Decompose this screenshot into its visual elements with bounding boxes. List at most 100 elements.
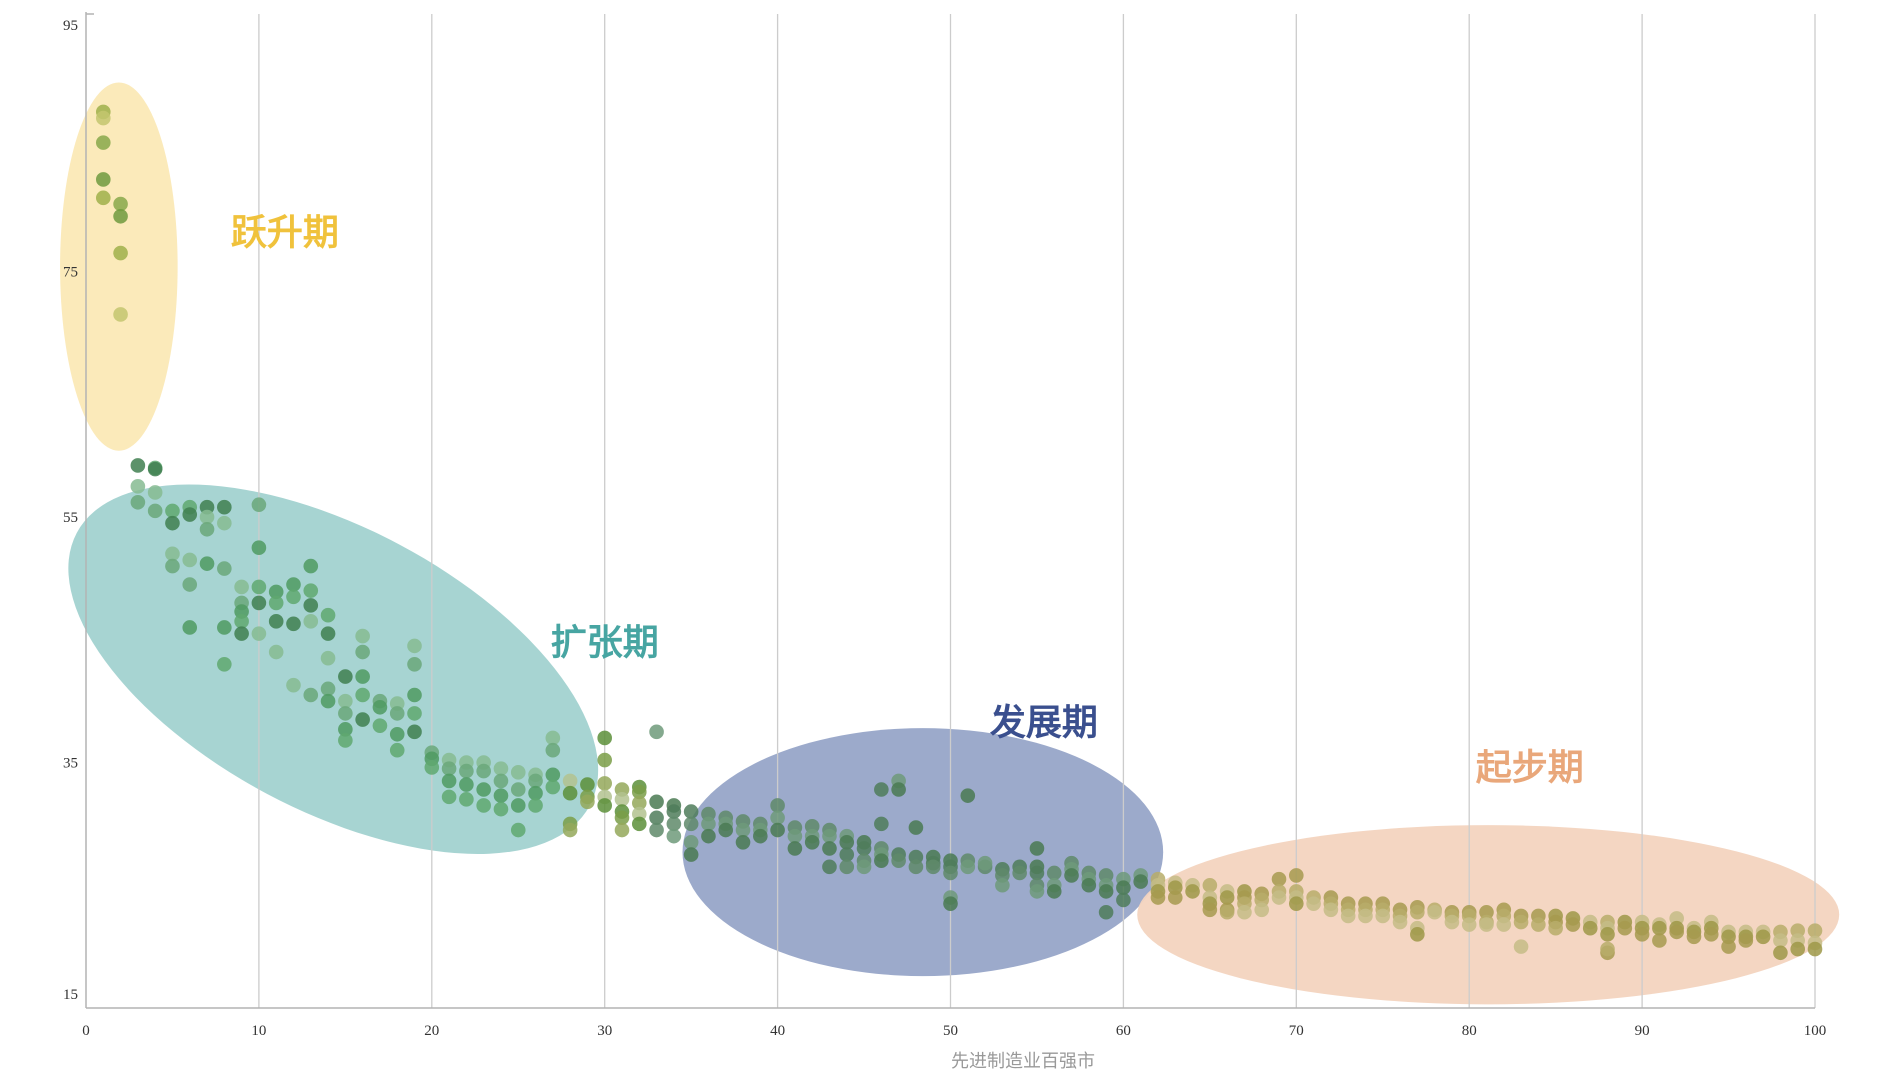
- data-point: [804, 834, 820, 850]
- data-point: [389, 706, 405, 721]
- data-point: [977, 855, 993, 871]
- data-point: [960, 859, 976, 875]
- data-point: [95, 110, 111, 126]
- data-point: [320, 681, 336, 697]
- data-point: [338, 669, 353, 684]
- x-tick-label: 80: [1462, 1023, 1477, 1039]
- data-point: [943, 896, 958, 911]
- data-point: [631, 816, 647, 832]
- data-point: [407, 706, 422, 721]
- data-point: [113, 307, 128, 322]
- data-point: [649, 794, 664, 810]
- data-point: [251, 540, 267, 555]
- data-point: [891, 782, 906, 797]
- data-point: [1150, 890, 1166, 905]
- data-point: [580, 794, 595, 810]
- phase-label-3: 发展期: [990, 702, 1098, 743]
- data-point: [1116, 880, 1131, 896]
- data-point: [1219, 890, 1235, 905]
- data-point: [355, 644, 370, 660]
- y-tick-label: 35: [63, 756, 78, 772]
- data-point: [407, 657, 422, 672]
- x-tick-label: 20: [424, 1023, 439, 1039]
- data-point: [355, 628, 370, 644]
- data-point: [822, 841, 837, 856]
- data-point: [649, 822, 664, 838]
- data-point: [528, 785, 543, 801]
- data-point: [1773, 945, 1788, 961]
- phase-label-1: 跃升期: [231, 212, 339, 253]
- phase-region-2: [68, 484, 599, 854]
- data-point: [510, 822, 526, 838]
- data-point: [1617, 920, 1633, 936]
- data-point: [683, 847, 699, 862]
- data-point: [545, 730, 561, 746]
- data-point: [1790, 941, 1806, 957]
- data-point: [1513, 939, 1529, 954]
- data-point: [1358, 908, 1373, 924]
- data-point: [459, 792, 474, 807]
- data-point: [528, 798, 543, 813]
- data-point: [95, 190, 111, 206]
- data-point: [199, 556, 215, 571]
- data-point: [1392, 914, 1408, 930]
- data-point: [355, 687, 370, 703]
- data-point: [217, 499, 232, 515]
- data-point: [199, 509, 215, 525]
- data-point: [597, 798, 612, 813]
- data-point: [1237, 904, 1252, 920]
- data-point: [528, 773, 543, 789]
- data-point: [355, 669, 370, 684]
- data-point: [1185, 884, 1200, 899]
- data-point: [1202, 902, 1218, 918]
- data-point: [580, 777, 595, 792]
- vertical-gridlines: [258, 14, 1816, 1008]
- data-point: [597, 752, 612, 768]
- data-point: [683, 834, 699, 850]
- data-point: [372, 699, 388, 715]
- data-point: [1046, 884, 1062, 899]
- data-point: [1098, 904, 1114, 920]
- data-point: [320, 626, 336, 641]
- data-point: [95, 135, 111, 150]
- data-point: [787, 841, 803, 856]
- data-points: [95, 104, 1823, 961]
- phase-label-4: 起步期: [1476, 748, 1584, 789]
- data-point: [1202, 877, 1218, 893]
- data-point: [1064, 868, 1079, 883]
- data-point: [355, 712, 370, 727]
- x-tick-label: 100: [1804, 1023, 1827, 1039]
- data-point: [735, 822, 751, 838]
- data-point: [459, 763, 474, 779]
- data-point: [597, 776, 612, 791]
- x-tick-label: 30: [597, 1023, 612, 1039]
- x-tick-label: 40: [770, 1023, 785, 1039]
- x-axis-title: 先进制造业百强市: [951, 1051, 1095, 1072]
- data-point: [1738, 933, 1754, 948]
- data-point: [649, 724, 664, 740]
- x-tick-label: 90: [1635, 1023, 1650, 1039]
- data-point: [147, 485, 163, 500]
- data-point: [338, 693, 353, 709]
- data-point: [165, 558, 180, 574]
- data-point: [614, 822, 630, 838]
- data-point: [441, 789, 457, 805]
- data-point: [268, 584, 284, 600]
- data-point: [459, 777, 474, 792]
- x-tick-label: 60: [1116, 1023, 1131, 1039]
- data-point: [1289, 868, 1304, 883]
- data-point: [320, 693, 336, 709]
- data-point: [320, 607, 336, 623]
- data-point: [113, 208, 128, 224]
- data-point: [562, 785, 578, 801]
- data-point: [199, 521, 215, 537]
- data-point: [925, 859, 941, 875]
- data-point: [217, 515, 232, 531]
- data-point: [1029, 884, 1045, 899]
- data-point: [649, 810, 664, 826]
- data-point: [389, 726, 405, 742]
- data-point: [165, 503, 180, 519]
- data-point: [338, 706, 353, 721]
